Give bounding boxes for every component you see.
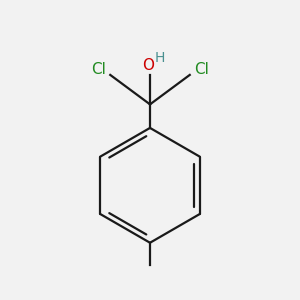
Text: O: O (142, 58, 154, 74)
Text: Cl: Cl (194, 62, 209, 77)
Text: Cl: Cl (91, 62, 106, 77)
Text: H: H (155, 52, 166, 65)
